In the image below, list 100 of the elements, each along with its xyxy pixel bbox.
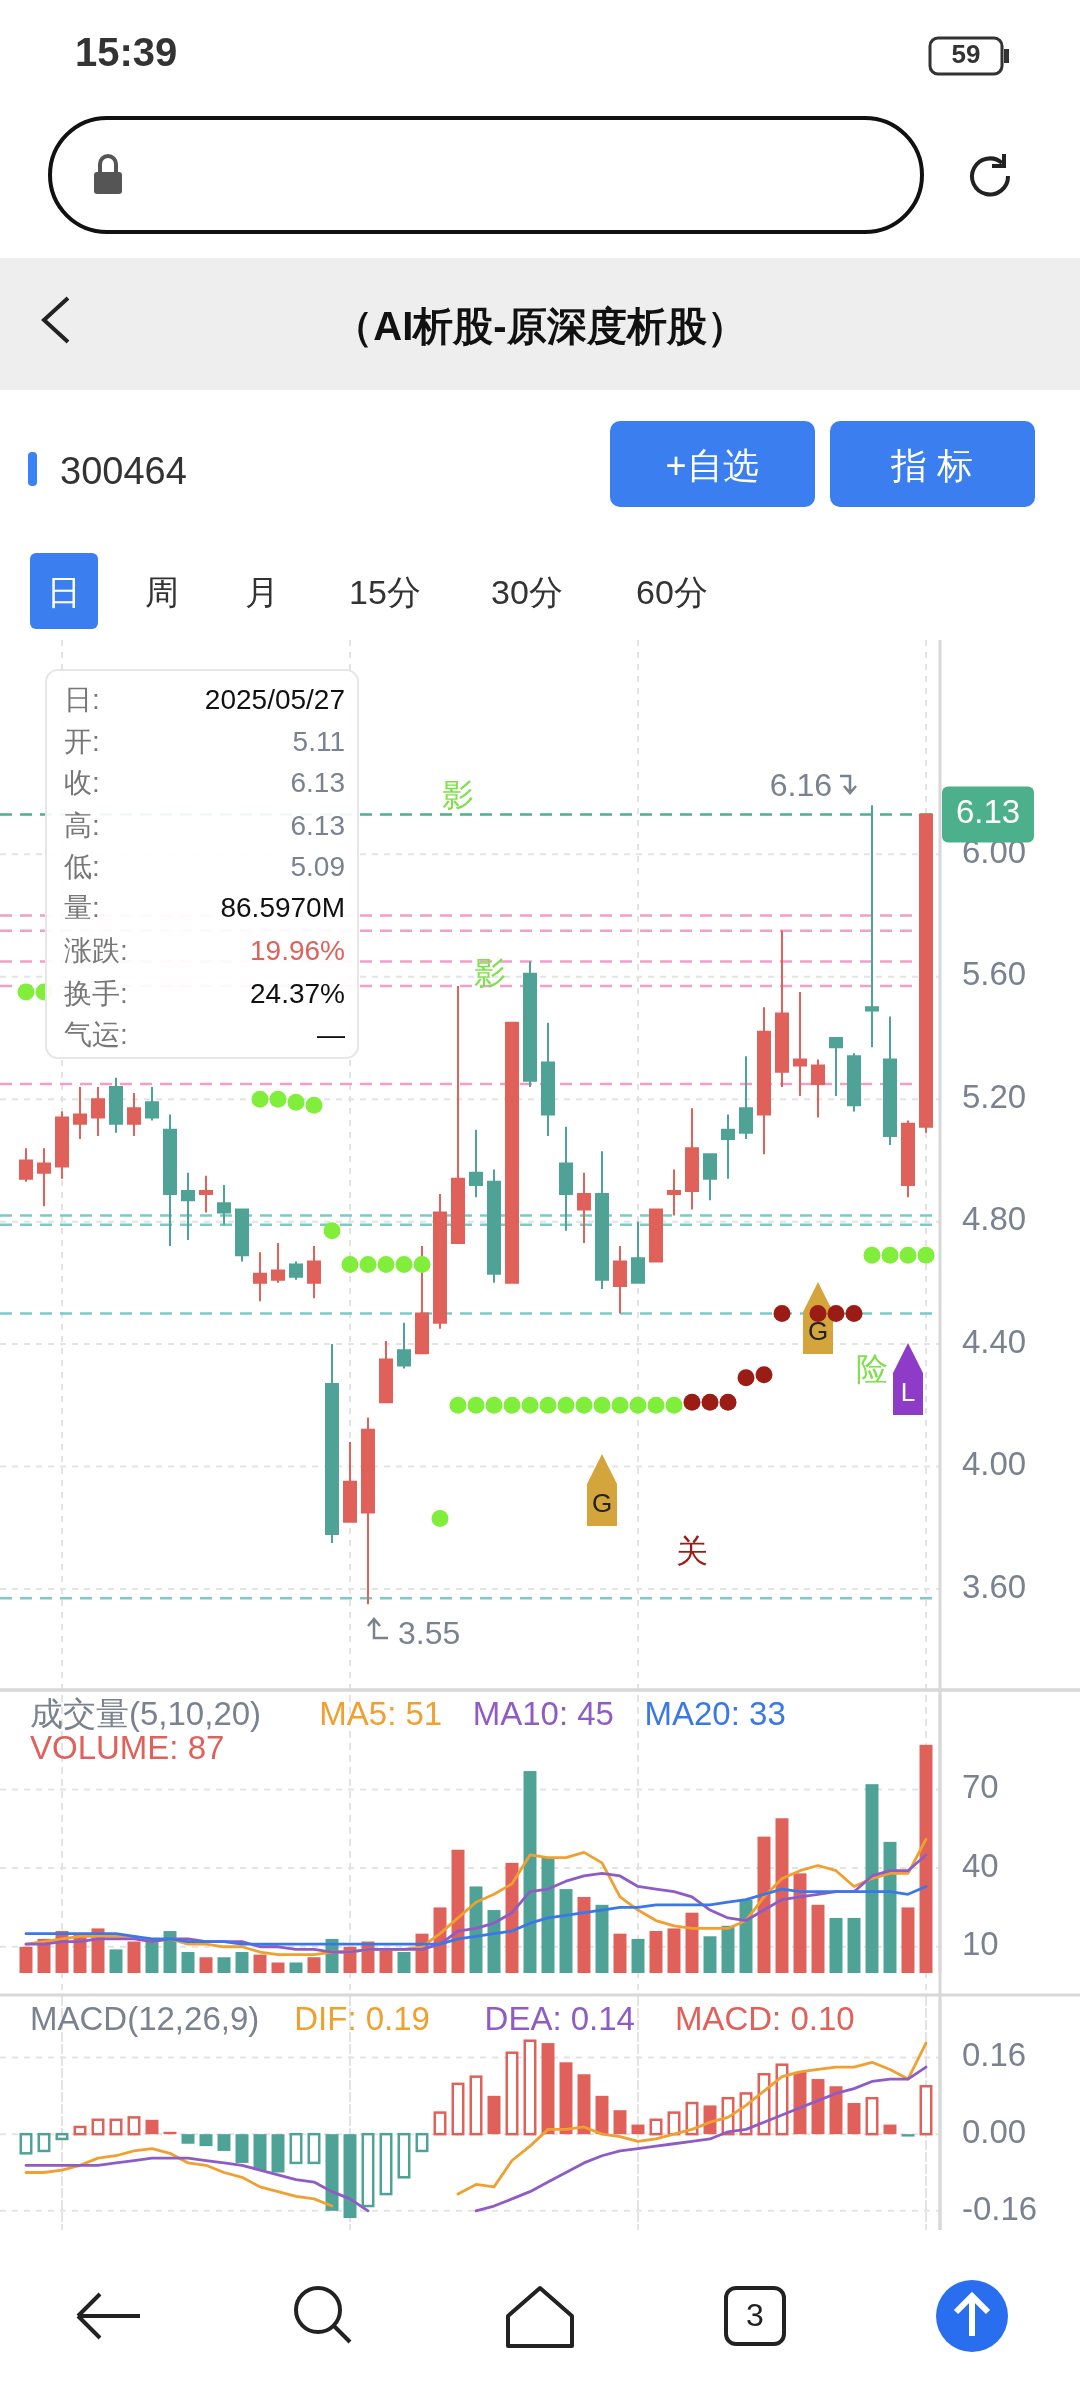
candlestick: [775, 929, 789, 1088]
text: 59: [951, 39, 981, 69]
text: MA5: 51: [319, 1695, 443, 1732]
candlestick: [883, 1015, 897, 1147]
bar: [91, 2118, 105, 2136]
bar: [109, 2118, 123, 2136]
candlestick: [631, 1220, 645, 1284]
candlestick: [595, 1150, 609, 1290]
annotation: 影: [442, 777, 474, 813]
annotation: 收:: [64, 767, 100, 798]
bar: [649, 1931, 663, 1973]
bar: [109, 1949, 123, 1973]
candlestick: [271, 1242, 285, 1284]
candlestick: [613, 1245, 627, 1315]
point: [395, 1255, 413, 1273]
bar: [919, 2085, 933, 2136]
bar: [433, 2111, 447, 2136]
y-tick-label: 5.60: [962, 955, 1027, 993]
bar: [181, 1952, 195, 1973]
annotation: 影: [474, 955, 506, 991]
candlestick: [361, 1416, 375, 1606]
point: [629, 1396, 647, 1414]
ref-line-label: 6.13: [955, 793, 1021, 831]
y-tick-label: 0.00: [962, 2112, 1027, 2150]
point: [251, 1090, 269, 1108]
annotation: 气运:: [64, 1019, 128, 1050]
point: [755, 1366, 773, 1384]
point: [647, 1396, 665, 1414]
candlestick: [865, 804, 879, 1049]
bar: [307, 2132, 321, 2165]
bar: [613, 1933, 627, 1973]
point: [359, 1255, 377, 1273]
bar: [829, 1917, 843, 1973]
text: 30分: [491, 573, 563, 611]
point: [485, 1396, 503, 1414]
candlestick: [721, 1113, 735, 1180]
bar: [613, 2110, 627, 2135]
y-tick-label: 3.60: [962, 1567, 1027, 1605]
bar: [559, 1889, 573, 1973]
point: [827, 1304, 845, 1322]
candlestick: [919, 813, 933, 1134]
y-tick-label: -0.16: [962, 2189, 1038, 2227]
point: [863, 1246, 881, 1264]
text: 3: [746, 2297, 764, 2333]
bar: [847, 1917, 861, 1973]
y-tick-label: 5.20: [962, 1077, 1027, 1115]
bar: [667, 1928, 681, 1973]
bar: [127, 2116, 141, 2136]
candlestick: [739, 1055, 753, 1140]
annotation: 量:: [64, 892, 100, 923]
chart-title: 成交量(5,10,20): [30, 1695, 262, 1732]
candlestick: [793, 991, 807, 1098]
point: [665, 1396, 683, 1414]
bar: [73, 2125, 87, 2136]
annotation: —: [317, 1019, 345, 1050]
candlestick: [379, 1340, 393, 1404]
text: 月: [245, 573, 279, 611]
bar: [397, 2132, 411, 2179]
annotation: L: [900, 1377, 916, 1407]
candlestick: [307, 1245, 321, 1300]
candlestick: [109, 1076, 123, 1134]
candlestick: [145, 1085, 159, 1122]
bar: [271, 2134, 285, 2173]
bar: [127, 1941, 141, 1973]
candlestick: [559, 1125, 573, 1232]
annotation: 换手:: [64, 978, 128, 1009]
bar: [19, 1946, 33, 1973]
candlestick: [649, 1208, 663, 1263]
text: MA10: 45: [472, 1695, 614, 1732]
bar: [55, 2132, 69, 2141]
point: [377, 1255, 395, 1273]
bar: [415, 2132, 429, 2153]
bar: [901, 1907, 915, 1973]
y-tick-label: 0.16: [962, 2036, 1027, 2074]
point: [845, 1304, 863, 1322]
candlestick: [703, 1153, 717, 1202]
point: [323, 1222, 341, 1240]
text: MA20: 33: [644, 1695, 786, 1732]
point: [449, 1396, 467, 1414]
bar: [451, 2082, 465, 2136]
candlestick: [685, 1107, 699, 1211]
candlestick: [55, 1110, 69, 1180]
bar: [145, 2119, 159, 2135]
annotation: 2025/05/27: [204, 684, 345, 715]
candlestick: [451, 984, 465, 1245]
annotation: 5.11: [292, 726, 345, 757]
text: DIF: 0.19: [294, 2000, 430, 2037]
annotation: 6.13: [290, 810, 345, 841]
bar: [361, 2132, 375, 2208]
candlestick: [667, 1168, 681, 1217]
annotation: 关: [676, 1533, 708, 1569]
annotation: 低:: [64, 851, 100, 882]
candlestick: [415, 1245, 429, 1355]
text: DEA: 0.14: [484, 2000, 635, 2037]
candlestick: [757, 1006, 771, 1156]
bar: [37, 2132, 51, 2153]
point: [557, 1396, 575, 1414]
candlestick: [577, 1171, 591, 1245]
annotation: 涨跌:: [64, 935, 128, 966]
candlestick: [505, 1021, 519, 1284]
